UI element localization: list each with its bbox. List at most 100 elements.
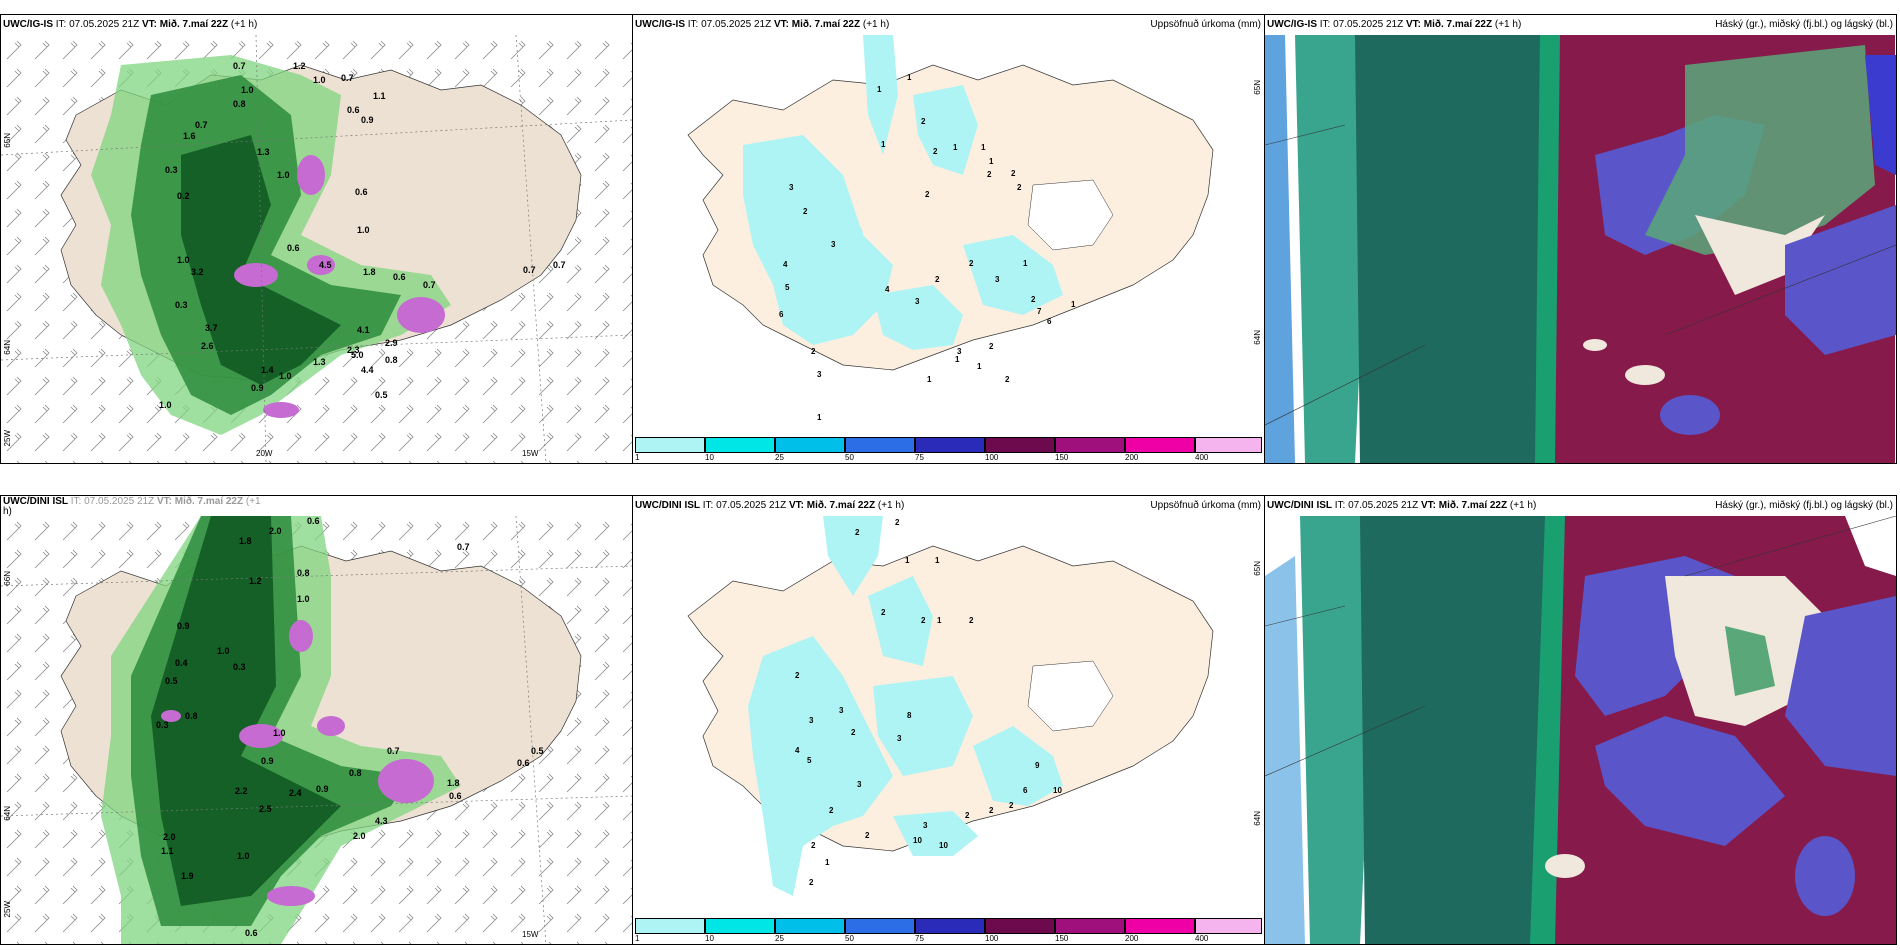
precip-value: 6 <box>1047 317 1052 326</box>
wind-value: 0.3 <box>156 720 169 730</box>
colorbar-box <box>1055 918 1125 934</box>
cloud-map-svg <box>1265 35 1896 463</box>
colorbar-label: 50 <box>845 934 854 943</box>
wind-value: 0.6 <box>449 791 462 801</box>
lon-label-right: 15W <box>522 449 539 458</box>
offset-label-wrap: h) <box>3 506 12 517</box>
vt-value: Mið. 7.maí 22Z <box>174 496 244 507</box>
precip-value: 1 <box>877 85 882 94</box>
precip-value: 1 <box>937 616 942 625</box>
precip-map-top: 65N 64N 1 1 1 2 2 1 1 1 2 2 2 2 3 2 3 4 … <box>633 35 1264 437</box>
wind-value: 4.4 <box>361 365 374 375</box>
wind-value: 0.7 <box>553 260 566 270</box>
colorbar-label: 400 <box>1195 453 1209 462</box>
precip-value: 2 <box>855 528 860 537</box>
wind-value: 1.2 <box>293 61 306 71</box>
colorbar-label: 50 <box>845 453 854 462</box>
wind-value: 0.6 <box>287 243 300 253</box>
colorbar-box <box>775 437 845 453</box>
wind-value: 0.8 <box>297 568 310 578</box>
precip-value: 2 <box>1009 801 1014 810</box>
vt-label: VT: <box>141 19 157 30</box>
wind-value: 0.6 <box>393 272 406 282</box>
precip-value: 2 <box>969 616 974 625</box>
it-value: 07.05.2025 21Z <box>84 496 155 507</box>
model-name: UWC/IG-IS <box>3 19 53 30</box>
wind-value: 1.0 <box>273 728 286 738</box>
precip-value: 2 <box>933 147 938 156</box>
precip-value: 2 <box>965 811 970 820</box>
vt-value: Mið. 7.maí 22Z <box>159 19 229 30</box>
wind-value: 0.9 <box>177 621 190 631</box>
lon-label-left: 25W <box>3 430 12 447</box>
precip-value: 2 <box>921 117 926 126</box>
wind-value: 1.0 <box>279 371 292 381</box>
colorbar-label: 1 <box>635 934 640 943</box>
precip-value: 6 <box>779 310 784 319</box>
wind-value: 0.8 <box>185 711 198 721</box>
precip-value: 1 <box>955 355 960 364</box>
wind-value: 0.7 <box>233 61 246 71</box>
vt-label: VT: <box>788 500 804 511</box>
wind-value: 2.0 <box>353 831 366 841</box>
colorbar-box <box>915 918 985 934</box>
precip-value: 1 <box>1023 259 1028 268</box>
precip-value: 1 <box>825 858 830 867</box>
colorbar-box <box>635 437 705 453</box>
wind-value: 4.3 <box>375 816 388 826</box>
it-label: IT: <box>1319 19 1331 30</box>
wind-value: 1.0 <box>357 225 370 235</box>
wind-value: 0.4 <box>175 658 188 668</box>
cloud-title: Háský (gr.), miðský (fj.bl.) og lágský (… <box>1715 500 1893 511</box>
precip-value: 3 <box>915 297 920 306</box>
wind-value: 2.5 <box>259 804 272 814</box>
precip-value: 3 <box>897 734 902 743</box>
lat-label-top: 65N <box>3 133 12 148</box>
wind-value: 0.8 <box>385 355 398 365</box>
precip-value: 2 <box>925 190 930 199</box>
lat-label-top: 66N <box>3 571 12 586</box>
lon-label-left: 25W <box>3 901 12 918</box>
wind-panel-bottom-header: UWC/DINI ISL IT: 07.05.2025 21Z VT: Mið.… <box>1 496 632 520</box>
cloud-panel-top-header: UWC/IG-IS IT: 07.05.2025 21Z VT: Mið. 7.… <box>1265 15 1896 35</box>
precip-value: 1 <box>927 375 932 384</box>
precip-value: 2 <box>829 806 834 815</box>
wind-values-bottom: 2.0 0.6 1.8 1.2 0.7 1.0 0.8 0.9 0.4 0.3 … <box>1 516 632 944</box>
wind-value: 0.6 <box>517 758 530 768</box>
colorbar-box <box>985 918 1055 934</box>
precip-map-bottom: 65N 64N 2 2 1 1 2 2 1 2 2 3 4 5 3 2 8 3 … <box>633 516 1264 918</box>
wind-value: 0.2 <box>177 191 190 201</box>
wind-panel-top-header: UWC/IG-IS IT: 07.05.2025 21Z VT: Mið. 7.… <box>1 15 632 35</box>
wind-value: 1.8 <box>239 536 252 546</box>
precip-colorbar-top: 1 10 25 50 75 100 150 200 400 <box>633 437 1264 463</box>
wind-value: 0.6 <box>347 105 360 115</box>
wind-value: 1.3 <box>313 357 326 367</box>
wind-value: 0.5 <box>165 676 178 686</box>
wind-value: 0.9 <box>361 115 374 125</box>
colorbar-box <box>705 437 775 453</box>
vt-value: Mið. 7.maí 22Z <box>1423 19 1493 30</box>
precip-value: 4 <box>795 746 800 755</box>
lon-label-mid: 20W <box>256 449 273 458</box>
it-label: IT: <box>1334 500 1346 511</box>
precip-map-svg <box>687 35 1214 371</box>
wind-value: 2.9 <box>385 338 398 348</box>
precip-value: 3 <box>809 716 814 725</box>
wind-value: 1.8 <box>363 267 376 277</box>
precip-value: 5 <box>785 283 790 292</box>
colorbar-box <box>635 918 705 934</box>
wind-value: 1.0 <box>241 85 254 95</box>
precip-value: 3 <box>995 275 1000 284</box>
precip-value: 2 <box>865 831 870 840</box>
precip-value: 2 <box>921 616 926 625</box>
model-name: UWC/DINI ISL <box>635 500 700 511</box>
precip-colorbar-bottom: 1 10 25 50 75 100 150 200 400 <box>633 918 1264 944</box>
wind-panel-top: UWC/IG-IS IT: 07.05.2025 21Z VT: Mið. 7.… <box>0 14 633 464</box>
wind-value: 0.5 <box>531 746 544 756</box>
wind-value: 1.3 <box>257 147 270 157</box>
vt-value: Mið. 7.maí 22Z <box>806 500 876 511</box>
precip-value: 1 <box>1071 300 1076 309</box>
wind-map-svg <box>1 35 632 463</box>
cloud-panel-top: UWC/IG-IS IT: 07.05.2025 21Z VT: Mið. 7.… <box>1264 14 1897 464</box>
colorbar-label: 200 <box>1125 453 1139 462</box>
